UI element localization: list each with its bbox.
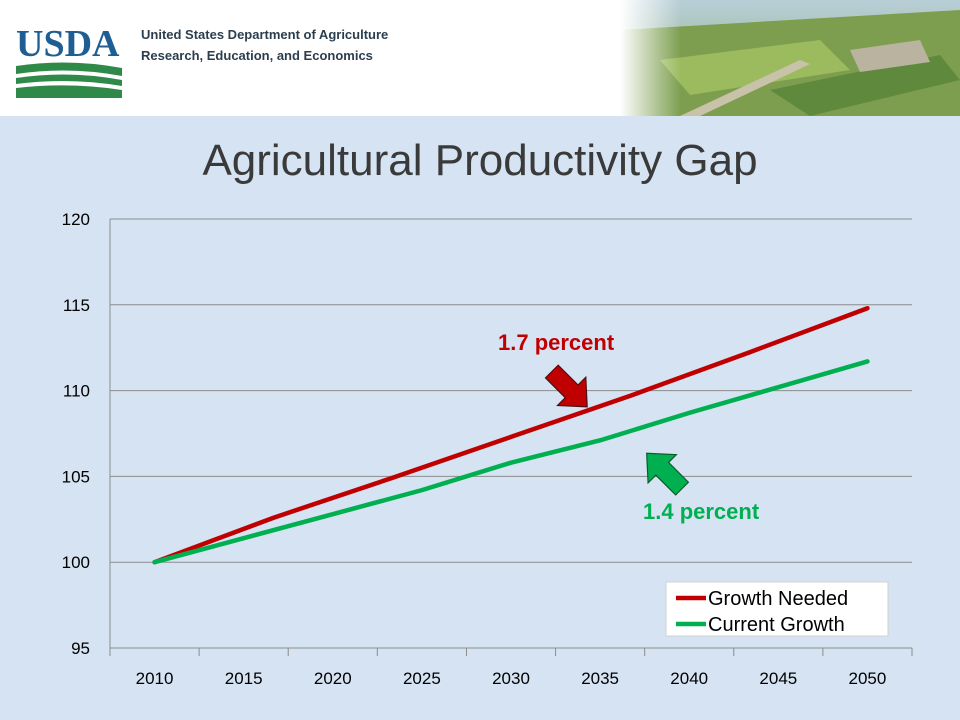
x-tick-label: 2030	[492, 669, 530, 688]
y-tick-label: 120	[62, 210, 90, 229]
usda-logo: USDA	[16, 23, 122, 98]
arrow-to-current-growth	[646, 452, 690, 496]
x-tick-label: 2045	[759, 669, 797, 688]
arrow-shape	[646, 452, 690, 496]
annotations: 1.7 percent 1.4 percent	[498, 330, 760, 524]
x-tick-label: 2015	[225, 669, 263, 688]
y-tick-label: 95	[71, 639, 90, 658]
y-tick-label: 115	[63, 296, 90, 315]
y-tick-label: 100	[62, 553, 90, 572]
series-lines	[152, 305, 870, 565]
arrow-shape	[544, 364, 588, 408]
x-tick-label: 2050	[849, 669, 887, 688]
annotation-current-growth-rate: 1.4 percent	[643, 499, 760, 524]
x-axis-ticks: 2010 2015 2020 2025 2030 2035 2040 2045 2050	[109, 648, 913, 688]
series-line-growth-needed	[152, 305, 870, 565]
x-tick-label: 2040	[670, 669, 708, 688]
slide-title: Agricultural Productivity Gap	[202, 136, 758, 185]
x-tick-label: 2035	[581, 669, 619, 688]
department-text: United States Department of Agriculture …	[141, 24, 388, 66]
legend-label: Current Growth	[708, 614, 845, 636]
arrow-to-growth-needed	[544, 364, 588, 408]
legend-label: Growth Needed	[708, 588, 848, 610]
series-line-current-growth	[152, 359, 870, 565]
farmland-photo	[620, 0, 960, 116]
header-banner: USDA United States Department of Agricul…	[0, 0, 960, 116]
legend: Growth Needed Current Growth	[665, 581, 889, 637]
y-axis-ticks: 95 100 105 110 115 120	[62, 210, 90, 658]
axes	[109, 219, 912, 649]
x-tick-label: 2010	[136, 669, 174, 688]
x-tick-label: 2020	[314, 669, 352, 688]
y-tick-label: 105	[62, 467, 90, 486]
annotation-growth-needed-rate: 1.7 percent	[498, 330, 615, 355]
legend-box	[665, 581, 889, 637]
department-name: United States Department of Agriculture	[141, 27, 389, 42]
department-mission-area: Research, Education, and Economics	[141, 48, 373, 63]
y-tick-label: 110	[63, 382, 90, 401]
usda-logo-text: USDA	[16, 23, 120, 65]
x-tick-label: 2025	[403, 669, 441, 688]
